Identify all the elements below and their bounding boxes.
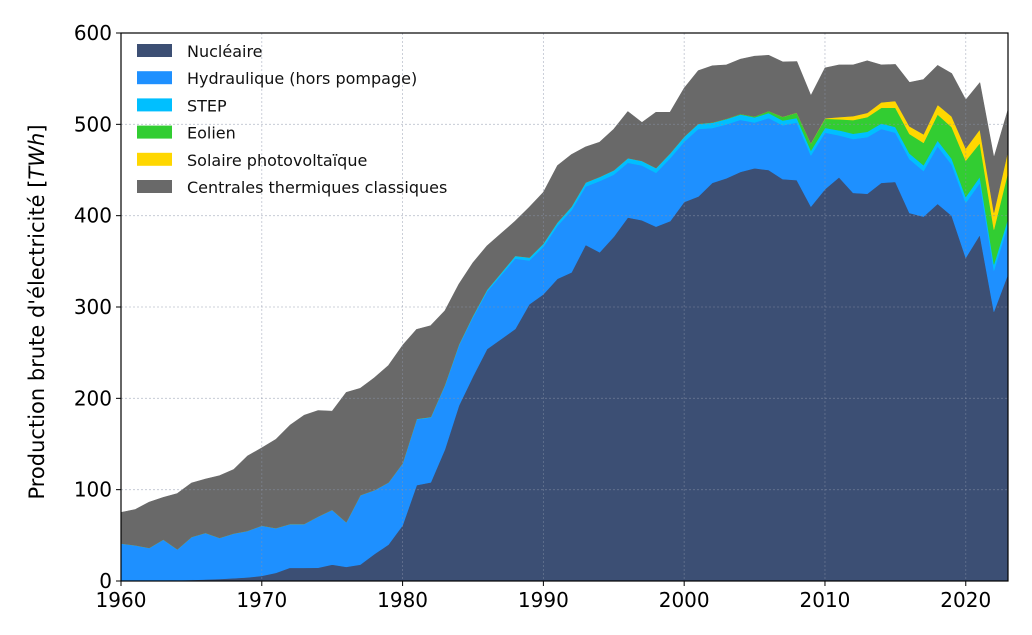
legend-label: Nucléaire [187,42,263,61]
legend-swatch [137,125,172,139]
y-tick-label: 600 [74,21,112,45]
legend-swatch [137,152,172,166]
y-tick-label: 300 [74,295,112,319]
legend-swatch [137,180,172,193]
x-tick-label: 1980 [377,588,428,612]
legend-label: Centrales thermiques classiques [187,178,447,197]
y-tick-label: 0 [99,569,112,593]
legend-label: Solaire photovoltaïque [187,151,367,170]
legend-swatch [137,98,172,112]
x-tick-label: 2020 [940,588,991,612]
legend-item-hydraulique-hors-pompage: Hydraulique (hors pompage) [137,69,417,88]
x-tick-label: 2010 [800,588,851,612]
legend-label: STEP [187,96,227,115]
y-tick-label: 200 [74,386,112,410]
x-tick-label: 1960 [96,588,147,612]
x-tick-label: 2000 [659,588,710,612]
legend: Nucléaire Hydraulique (hors pompage) STEP E… [137,42,447,197]
legend-label: Hydraulique (hors pompage) [187,69,417,88]
x-tick-label: 1970 [236,588,287,612]
legend-item-nucleaire: Nucléaire [137,42,263,61]
y-tick-label: 400 [74,204,112,228]
y-axis-unit: TWh [25,133,49,180]
x-axis-ticks: 1960 1970 1980 1990 2000 2010 2020 [96,581,991,612]
y-axis-ticks: 0 100 200 300 400 500 600 [74,21,121,593]
y-tick-label: 500 [74,112,112,136]
legend-item-eolien: Eolien [137,124,236,143]
legend-label: Eolien [187,124,236,143]
gridlines [121,32,1008,581]
legend-swatch [137,71,172,85]
legend-item-step: STEP [137,96,227,115]
series-areas [120,54,1009,582]
legend-item-solaire-photovoltaique: Solaire photovoltaïque [137,151,367,170]
legend-item-centrales-thermiques-classiques: Centrales thermiques classiques [137,178,447,197]
y-tick-label: 100 [74,478,112,502]
x-tick-label: 1990 [518,588,569,612]
y-axis-title: Production brute d'électricité [TWh] [25,124,49,499]
y-axis-title-text: Production brute d'électricité [25,194,49,499]
legend-swatch [137,44,172,57]
